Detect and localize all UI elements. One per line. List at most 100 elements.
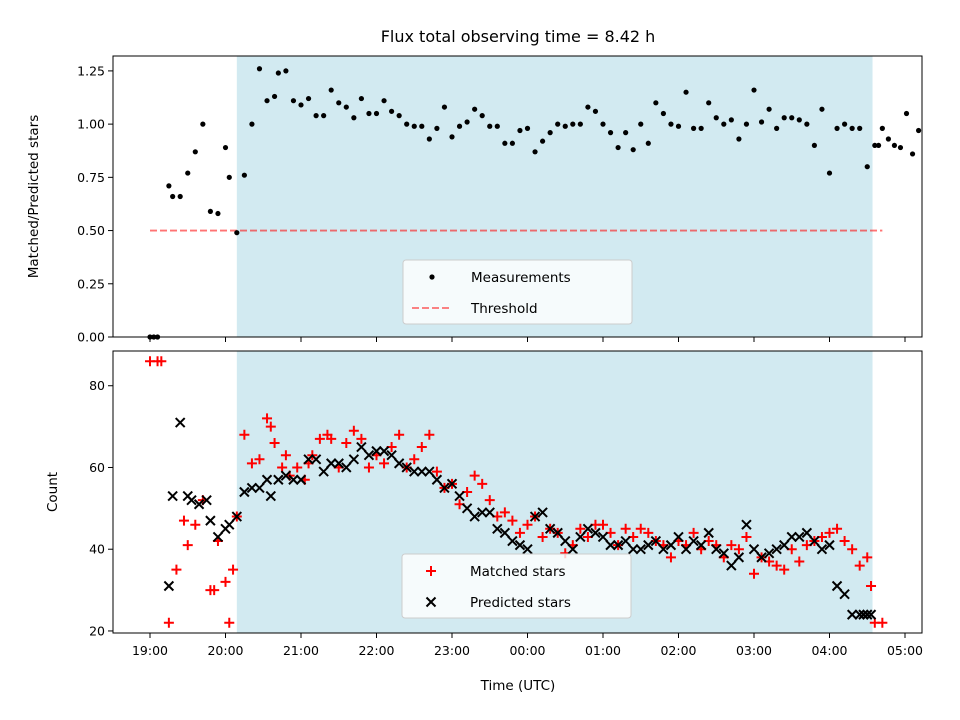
measurement-point: [766, 106, 772, 112]
legend-measurements-marker: [429, 274, 435, 280]
count-panel: 20 40 60 80 19:00 20:00 21:00 22:00 23:00 00:00 01…: [45, 350, 923, 658]
predicted-star-point: [454, 490, 465, 502]
measurement-point: [758, 119, 765, 125]
predicted-star-point: [439, 482, 450, 494]
matched-star-point: [280, 450, 291, 461]
matched-star-point: [507, 515, 518, 526]
matched-star-point: [643, 527, 654, 538]
measurement-point: [532, 149, 538, 155]
predicted-star-point: [612, 539, 624, 551]
predicted-star-point: [303, 454, 314, 465]
matched-star-point: [522, 519, 533, 530]
matched-star-point: [416, 442, 427, 453]
measurement-point: [321, 113, 327, 119]
measurement-point: [256, 66, 263, 72]
predicted-star-point: [537, 507, 548, 518]
predicted-star-point: [756, 552, 767, 563]
matched-star-point: [749, 568, 759, 579]
measurement-point: [441, 104, 448, 110]
predicted-star-point: [809, 535, 820, 547]
measurement-point: [885, 136, 891, 142]
predicted-star-point: [295, 474, 307, 485]
ratio-panel: 0.00 0.25 0.50 0.75 1.00 1.25 Matched/Predicte…: [26, 55, 923, 345]
predicted-star-point: [401, 462, 412, 473]
matched-star-point: [156, 356, 167, 367]
predicted-star-point: [846, 609, 858, 620]
matched-star-point: [239, 429, 250, 440]
predicted-star-point: [310, 454, 322, 465]
measurement-point: [607, 130, 614, 136]
predicted-star-point: [748, 544, 760, 555]
predicted-star-point: [620, 535, 631, 547]
measurement-point: [903, 110, 910, 117]
predicted-star-point: [193, 499, 205, 510]
matched-star-point: [847, 544, 858, 555]
predicted-star-point: [378, 445, 390, 457]
predicted-star-point: [386, 450, 397, 461]
predicted-star-point: [167, 490, 178, 502]
predicted-star-point: [325, 458, 337, 469]
y-tick-label: 1.00: [77, 117, 105, 132]
predicted-star-point: [778, 539, 790, 551]
predicted-star-point: [643, 539, 654, 551]
predicted-star-point: [409, 466, 420, 477]
predicted-star-point: [552, 527, 563, 539]
predicted-star-point: [771, 544, 782, 555]
y-tick-label: 0.25: [77, 276, 105, 291]
predicted-star-point: [356, 441, 367, 453]
measurement-point: [177, 193, 183, 200]
measurement-point: [328, 87, 334, 93]
x-tick-label: 03:00: [736, 643, 772, 658]
matched-star-point: [824, 527, 835, 538]
measurement-point: [897, 144, 904, 151]
measurement-point: [170, 193, 176, 200]
y-axis-label: Count: [45, 472, 61, 512]
predicted-star-point: [665, 539, 677, 551]
measurement-point: [736, 136, 742, 142]
measurement-point: [743, 121, 750, 127]
x-axis-label: Time (UTC): [480, 678, 556, 694]
measurement-point: [592, 108, 599, 114]
matched-star-point: [499, 507, 510, 518]
matched-star-point: [726, 540, 737, 551]
predicted-star-point: [393, 458, 405, 469]
measurement-point: [713, 115, 719, 121]
measurement-point: [449, 134, 455, 140]
measurement-point: [249, 121, 255, 127]
measurement-point: [298, 102, 304, 108]
measurement-point: [630, 147, 636, 153]
measurement-point: [264, 98, 270, 104]
matched-star-point: [182, 540, 193, 551]
predicted-star-point: [726, 560, 737, 571]
matched-star-point: [262, 413, 273, 424]
y-axis-label: Matched/Predicted stars: [26, 115, 42, 278]
x-tick-label: 02:00: [660, 643, 696, 658]
matched-star-point: [862, 552, 873, 563]
predicted-star-point: [446, 478, 458, 490]
measurement-point: [600, 121, 606, 127]
matched-star-point: [575, 523, 586, 534]
matched-star-point: [379, 458, 390, 469]
measurement-point: [343, 104, 349, 110]
measurement-point: [915, 127, 922, 134]
x-tick-label: 05:00: [887, 643, 923, 658]
matched-star-point: [178, 515, 189, 526]
predicted-star-point: [590, 527, 601, 539]
predicted-star-point: [431, 474, 443, 485]
measurement-point: [547, 130, 553, 136]
measurement-point: [381, 98, 387, 104]
measurement-point: [623, 130, 629, 136]
y-tick-label: 1.25: [77, 63, 105, 78]
matched-star-point: [246, 458, 257, 469]
legend-box: [402, 259, 633, 325]
measurement-point: [396, 113, 402, 119]
x-tick-label: 04:00: [811, 643, 847, 658]
matched-star-point: [190, 519, 201, 530]
measurement-point: [336, 100, 342, 106]
predicted-star-point: [288, 474, 299, 485]
matched-star-point: [635, 523, 646, 534]
measurement-point: [796, 117, 802, 123]
predicted-star-point: [261, 474, 273, 485]
plot-area: [145, 356, 888, 628]
predicted-star-point: [839, 588, 850, 600]
